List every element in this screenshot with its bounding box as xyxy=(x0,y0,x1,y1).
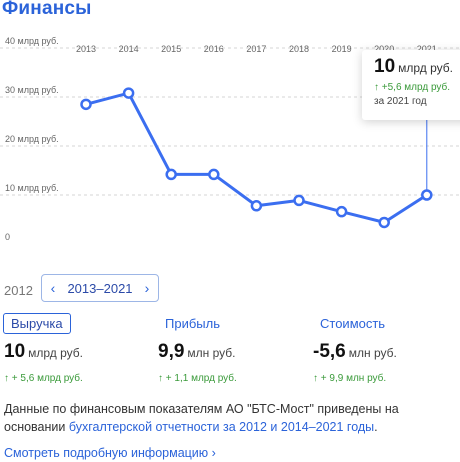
value-unit: млн руб. xyxy=(348,346,397,360)
revenue-unit: млрд руб. xyxy=(28,346,84,360)
year-range-label: 2013–2021 xyxy=(67,281,133,296)
x-tick-label: 2021 xyxy=(417,44,437,54)
tooltip-unit: млрд руб. xyxy=(398,61,454,75)
profit-value: 9,9 xyxy=(158,341,185,362)
tab-value[interactable]: Стоимость xyxy=(320,316,386,331)
x-tick-label: 2020 xyxy=(374,44,394,54)
more-info-link[interactable]: Смотреть подробную информацию › xyxy=(4,446,216,460)
more-info-label: Смотреть подробную информацию xyxy=(4,446,209,460)
data-point xyxy=(421,189,433,201)
data-point xyxy=(122,87,135,99)
x-tick-label: 2017 xyxy=(246,44,266,54)
finance-line-chart: 0 10 млрд руб. 20 млрд руб. 30 млрд руб. 40 … xyxy=(0,36,460,242)
profit-metric: 9,9 млн руб. xyxy=(158,341,236,363)
chevron-left-icon[interactable]: ‹ xyxy=(50,280,56,296)
revenue-delta: ↑ + 5,6 млрд руб. xyxy=(4,373,83,384)
accounting-report-link[interactable]: бухгалтерской отчетности за 2012 и 2014–… xyxy=(68,420,375,434)
x-tick-label: 2019 xyxy=(332,44,352,54)
section-title: Финансы xyxy=(2,0,92,19)
x-tick-label: 2016 xyxy=(204,44,224,54)
x-tick-label: 2013 xyxy=(76,44,96,54)
previous-year-label[interactable]: 2012 xyxy=(4,283,33,298)
data-source-note: Данные по финансовым показателям АО "БТС… xyxy=(4,400,444,436)
tab-profit[interactable]: Прибыль xyxy=(165,316,220,331)
chevron-right-icon[interactable]: › xyxy=(144,280,150,296)
x-tick-label: 2014 xyxy=(119,44,139,54)
profit-delta: ↑ + 1,1 млрд руб. xyxy=(158,373,237,384)
tooltip-period: за 2021 год xyxy=(374,96,427,107)
value-value: -5,6 xyxy=(313,341,346,362)
chart-tooltip: 10 млрд руб. ↑ +5,6 млрд руб. за 2021 год xyxy=(362,50,460,120)
x-tick-label: 2015 xyxy=(161,44,181,54)
data-point xyxy=(293,194,305,207)
year-range-selector[interactable]: ‹ 2013–2021 › xyxy=(41,274,159,302)
revenue-value: 10 xyxy=(4,341,26,362)
y-tick-label: 30 млрд руб. xyxy=(5,85,59,95)
data-point xyxy=(335,205,348,218)
value-delta: ↑ + 9,9 млн руб. xyxy=(313,373,387,384)
note-text-end: . xyxy=(374,420,378,434)
tab-revenue[interactable]: Выручка xyxy=(3,313,71,334)
data-point xyxy=(80,98,92,111)
profit-unit: млн руб. xyxy=(187,346,236,360)
chevron-right-icon: › xyxy=(211,446,216,460)
tooltip-delta: ↑ +5,6 млрд руб. xyxy=(374,82,451,93)
data-point xyxy=(250,200,263,212)
y-tick-label: 10 млрд руб. xyxy=(5,183,59,193)
data-point xyxy=(208,168,220,181)
data-point xyxy=(378,216,390,229)
y-tick-label: 0 xyxy=(5,232,10,242)
y-tick-label: 40 млрд руб. xyxy=(5,36,59,46)
note-text: Данные по финансовым показателям АО "БТС… xyxy=(4,402,399,434)
x-tick-label: 2018 xyxy=(289,44,309,54)
tooltip-value: 10 млрд руб. xyxy=(374,56,454,77)
value-metric: -5,6 млн руб. xyxy=(313,341,397,363)
y-tick-label: 20 млрд руб. xyxy=(5,134,59,144)
data-point xyxy=(165,168,177,181)
revenue-metric: 10 млрд руб. xyxy=(4,341,83,363)
